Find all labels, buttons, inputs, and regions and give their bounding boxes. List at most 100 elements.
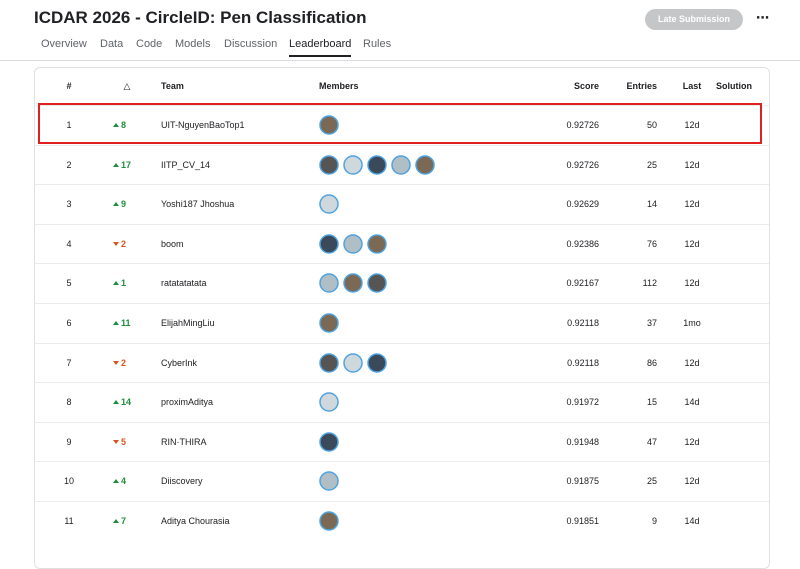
avatar[interactable] [319, 511, 339, 531]
arrow [113, 519, 119, 523]
members [319, 352, 387, 373]
members [319, 273, 387, 294]
avatar[interactable] [343, 234, 363, 254]
last-submission: 12d [684, 278, 700, 289]
avatar[interactable] [319, 234, 339, 254]
team-name[interactable]: Aditya Chourasia [161, 516, 230, 526]
avatar[interactable] [319, 194, 339, 214]
last-submission: 12d [684, 120, 700, 130]
team-name[interactable]: proximAditya [161, 397, 214, 408]
last-submission: 1mo [683, 318, 701, 328]
rank: 8 [66, 397, 72, 408]
last-submission: 14d [684, 516, 700, 526]
rank-change: 1 [121, 278, 127, 289]
tab[interactable]: Models [175, 38, 211, 50]
team-name[interactable]: UIT-NguyenBaoTop1 [161, 120, 245, 130]
rank-change: 8 [121, 120, 127, 130]
change-arrow [113, 479, 119, 484]
separator [34, 461, 769, 463]
score: 0.91875 [566, 476, 599, 487]
rank: 9 [66, 436, 72, 447]
separator [34, 421, 769, 423]
arrow [113, 162, 119, 167]
score: 0.91972 [566, 397, 599, 408]
more-menu[interactable]: ⋯ [756, 10, 769, 25]
entries: 47 [646, 436, 657, 447]
change-arrow [113, 123, 119, 127]
members [319, 234, 387, 254]
separator [34, 105, 769, 106]
avatar[interactable] [367, 234, 387, 254]
avatar[interactable] [367, 273, 387, 294]
arrow [113, 360, 119, 365]
tab[interactable]: Rules [363, 38, 392, 50]
avatar[interactable] [367, 352, 387, 373]
rank: 11 [64, 516, 74, 526]
column-header: Team [161, 81, 184, 91]
team-name[interactable]: CyberInk [161, 357, 198, 368]
tab[interactable]: Data [100, 38, 124, 50]
highlight-box [38, 103, 762, 144]
arrow [113, 241, 119, 246]
entries: 14 [646, 199, 657, 210]
separator [34, 263, 769, 265]
tab[interactable]: Overview [41, 38, 87, 50]
entries: 15 [646, 397, 657, 408]
avatar[interactable] [319, 352, 339, 373]
late-submission-button[interactable]: Late Submission [645, 9, 743, 30]
members [319, 313, 339, 333]
rank-change: 2 [121, 357, 127, 368]
tab[interactable]: Discussion [224, 38, 278, 50]
team-name[interactable]: RIN·THIRA [161, 436, 207, 447]
separator [34, 501, 769, 502]
last-submission: 12d [684, 199, 700, 210]
rank-change: 17 [121, 159, 132, 170]
entries: 37 [646, 318, 657, 328]
change-arrow [113, 281, 119, 286]
rank: 7 [66, 357, 72, 368]
avatar[interactable] [319, 115, 339, 135]
team-name[interactable]: Yoshi187 Jhoshua [161, 199, 235, 210]
rank: 5 [66, 278, 72, 289]
team-name[interactable]: boom [161, 238, 184, 249]
separator [34, 303, 769, 304]
rank-change: 4 [121, 476, 127, 487]
members [319, 154, 435, 175]
tab[interactable]: Code [136, 38, 163, 50]
avatar[interactable] [343, 273, 363, 294]
avatar[interactable] [319, 471, 339, 492]
avatar[interactable] [367, 154, 387, 175]
score: 0.92167 [566, 278, 599, 289]
avatar[interactable] [319, 154, 339, 175]
avatar[interactable] [319, 313, 339, 333]
avatar[interactable] [415, 154, 435, 175]
rank: 3 [66, 199, 72, 210]
team-name[interactable]: Diiscovery [161, 476, 203, 487]
team-name[interactable]: ratatatatata [161, 278, 207, 289]
members [319, 432, 339, 452]
column-header: Last [682, 81, 702, 91]
rank: 4 [66, 238, 72, 249]
arrow [113, 202, 119, 207]
column-header: # [66, 81, 72, 91]
team-name[interactable]: IITP_CV_14 [161, 159, 211, 170]
avatar[interactable] [319, 392, 339, 412]
team-name[interactable]: ElijahMingLiu [161, 318, 215, 328]
rank-change: 9 [121, 199, 127, 210]
last-submission: 12d [684, 476, 700, 487]
change-arrow [113, 321, 119, 325]
avatar[interactable] [319, 432, 339, 452]
avatar[interactable] [391, 154, 411, 175]
column-header: Score [573, 81, 599, 91]
arrow [113, 321, 119, 325]
avatar[interactable] [319, 273, 339, 294]
members [319, 115, 339, 135]
column-header: Entries [626, 81, 657, 91]
rank-change: 14 [121, 397, 132, 408]
avatar[interactable] [343, 154, 363, 175]
column-header: △ [123, 81, 131, 91]
tab[interactable]: Leaderboard [289, 38, 352, 57]
change-arrow [113, 202, 119, 207]
separator [34, 223, 769, 225]
avatar[interactable] [343, 352, 363, 373]
